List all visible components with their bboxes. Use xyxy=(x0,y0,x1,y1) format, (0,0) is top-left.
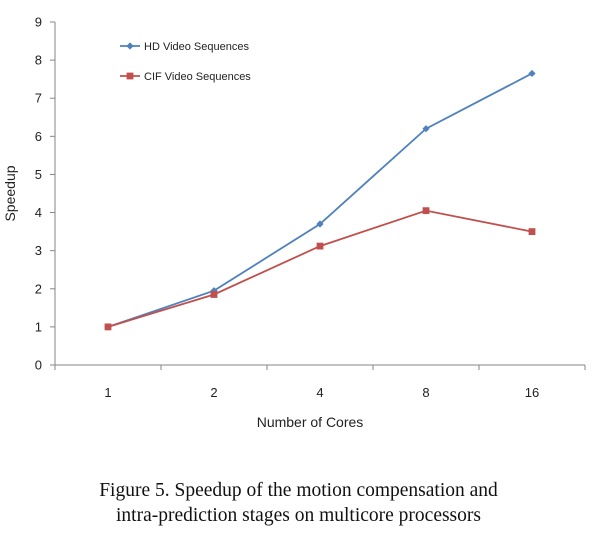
legend-entry: CIF Video Sequences xyxy=(120,71,251,83)
x-tick-label: 1 xyxy=(104,385,111,400)
x-tick-label: 2 xyxy=(210,385,217,400)
y-tick-label: 8 xyxy=(35,53,42,68)
x-tick-label: 4 xyxy=(316,385,323,400)
series-cif-video-sequences xyxy=(104,207,536,331)
data-point xyxy=(210,291,218,298)
legend-entry: HD Video Sequences xyxy=(120,41,249,53)
legend-label: CIF Video Sequences xyxy=(144,71,251,83)
x-tick-label: 8 xyxy=(422,385,429,400)
y-tick-label: 3 xyxy=(35,243,42,258)
y-tick-label: 9 xyxy=(35,15,42,30)
data-point xyxy=(316,220,324,228)
legend-label: HD Video Sequences xyxy=(144,41,249,53)
legend-marker xyxy=(126,42,134,50)
x-axis-title: Number of Cores xyxy=(257,414,364,430)
y-tick-label: 6 xyxy=(35,129,42,144)
data-point xyxy=(422,207,430,215)
caption-line-2: intra-prediction stages on multicore pro… xyxy=(116,505,481,526)
line-chart: 0 1 2 3 4 5 6 7 8 9 1 2 4 8 16 Number of Cores Speedup HD… xyxy=(2,15,586,430)
caption-line-1: Figure 5. Speedup of the motion compensa… xyxy=(99,480,498,501)
y-tick-label: 5 xyxy=(35,167,42,182)
data-point xyxy=(210,287,218,295)
series-hd-video-sequences xyxy=(104,69,536,331)
series-line xyxy=(107,72,533,328)
data-point xyxy=(528,228,536,236)
x-tick-label: 16 xyxy=(525,385,539,400)
series-line xyxy=(107,209,533,328)
figure-caption: Figure 5. Speedup of the motion compensa… xyxy=(0,478,597,528)
y-tick-label: 7 xyxy=(35,91,42,106)
data-point xyxy=(316,242,324,250)
y-tick-label: 4 xyxy=(35,205,42,220)
y-tick-label: 2 xyxy=(35,281,42,296)
y-tick-label: 0 xyxy=(35,358,42,373)
y-axis-title: Speedup xyxy=(2,165,18,221)
legend-marker xyxy=(126,72,134,80)
y-tick-label: 1 xyxy=(35,319,42,334)
data-point xyxy=(528,69,536,78)
data-point xyxy=(422,125,430,133)
data-point xyxy=(104,323,112,331)
chart-container: 0 1 2 3 4 5 6 7 8 9 1 2 4 8 16 Number of Cores Speedup HD… xyxy=(2,15,586,430)
